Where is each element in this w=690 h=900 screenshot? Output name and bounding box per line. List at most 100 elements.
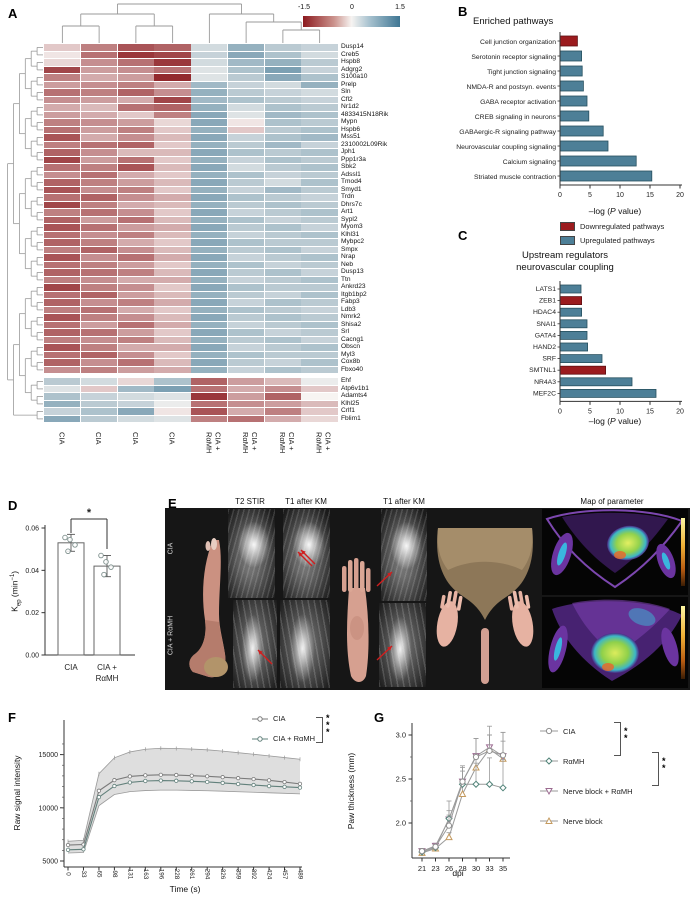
heatmap-cell xyxy=(80,141,117,149)
heatmap-cell xyxy=(44,321,81,329)
heatmap-cell xyxy=(80,179,117,186)
heatmap-cell xyxy=(301,224,338,231)
heatmap-cell xyxy=(301,201,338,209)
heatmap-cell xyxy=(154,134,191,141)
heatmap-cell xyxy=(80,231,117,239)
heatmap-cell xyxy=(227,74,264,81)
heatmap-row xyxy=(44,314,338,321)
heatmap-cell xyxy=(117,164,154,171)
heatmap-cell xyxy=(44,74,81,81)
mean-marker xyxy=(174,772,179,778)
heatmap-cell xyxy=(301,385,338,393)
heatmap-cell xyxy=(264,216,301,224)
heatmap-cell xyxy=(44,231,81,239)
heatmap-row xyxy=(44,336,338,344)
mean-marker xyxy=(96,795,102,800)
gene-label: Sypl2 xyxy=(341,215,358,223)
heatmap-cell xyxy=(117,224,154,231)
heatmap-cell xyxy=(80,336,117,344)
mean-marker xyxy=(174,778,179,783)
x-tick-label: 98 xyxy=(111,870,118,878)
heatmap-cell xyxy=(264,385,301,393)
category-label: MEF2C xyxy=(533,390,556,397)
xlabel-italic-p: P xyxy=(610,416,616,426)
heatmap-cell xyxy=(80,171,117,179)
heatmap-cell xyxy=(227,44,264,51)
heatmap-cell xyxy=(80,408,117,415)
heatmap-cell xyxy=(191,201,228,209)
heatmap-cell xyxy=(191,321,228,329)
heatmap-row xyxy=(44,329,338,336)
category-label: SMTNL1 xyxy=(529,367,556,374)
heatmap-cell xyxy=(44,201,81,209)
heatmap-cell xyxy=(117,134,154,141)
g-legend-label: Nerve block xyxy=(563,816,603,826)
heatmap-cell xyxy=(154,186,191,194)
gene-label: Ttn xyxy=(341,275,351,283)
panel-b-title: Enriched pathways xyxy=(473,16,554,27)
heatmap-cell xyxy=(191,134,228,141)
heatmap-cell xyxy=(117,239,154,246)
heatmap-cell xyxy=(191,378,228,385)
e-row-label-cia-ramh: CIA + RαMH xyxy=(167,615,175,656)
heatmap-cell xyxy=(227,314,264,321)
heatmap-cell xyxy=(44,415,81,423)
pathway-bar xyxy=(559,331,588,340)
gene-label: Nr1d2 xyxy=(341,103,359,111)
heatmap-cell xyxy=(264,291,301,299)
band-lower-edge xyxy=(67,789,301,854)
heatmap-cell xyxy=(301,400,338,408)
data-point xyxy=(62,534,68,541)
category-label: SRF xyxy=(542,356,556,363)
heatmap-cell xyxy=(191,359,228,366)
mean-marker xyxy=(96,788,102,793)
heatmap-cell xyxy=(264,141,301,149)
heatmap-cell xyxy=(264,306,301,314)
heatmap-col-label: CIA xyxy=(167,432,177,445)
heatmap-cell xyxy=(301,276,338,284)
category-label: GABAergic-R signaling pathway xyxy=(459,129,556,136)
mean-marker xyxy=(266,783,272,789)
paw-photo-dorsal xyxy=(342,558,371,682)
gene-label: Jph1 xyxy=(341,148,356,156)
g-legend-item: Nerve block xyxy=(540,806,633,836)
heatmap-cell xyxy=(191,44,228,51)
ylabel-end: ) xyxy=(9,570,20,574)
heatmap-cell xyxy=(44,59,81,66)
heatmap-cell xyxy=(227,201,264,209)
panel-a-label: A xyxy=(8,6,18,21)
heatmap-row xyxy=(44,224,338,231)
heatmap-cell xyxy=(154,119,191,126)
tick-label: 3.0 xyxy=(396,731,406,740)
heatmap-cell xyxy=(301,344,338,351)
heatmap-cell xyxy=(154,194,191,201)
mouse-illustration xyxy=(436,528,534,684)
heatmap-cell xyxy=(301,81,338,89)
map-colorbar xyxy=(681,518,685,586)
heatmap-col-label: CIA xyxy=(130,432,140,445)
heatmap-cell xyxy=(154,179,191,186)
heatmap-cell xyxy=(264,51,301,59)
legend-upregulated: Upregulated pathways xyxy=(560,236,655,245)
heatmap-cell xyxy=(301,134,338,141)
heatmap-cell xyxy=(117,408,154,415)
heatmap-cell xyxy=(264,156,301,164)
heatmap-cell xyxy=(227,186,264,194)
panel-c-title: Upstream regulators neurovascular coupli… xyxy=(460,250,670,274)
heatmap-cell xyxy=(264,408,301,415)
gene-label: Trdn xyxy=(341,193,355,201)
heatmap-cell xyxy=(117,378,154,385)
heatmap-cell xyxy=(301,66,338,74)
heatmap-cell xyxy=(44,336,81,344)
heatmap-cell xyxy=(227,385,264,393)
heatmap-cell xyxy=(117,186,154,194)
upregulated-label: Upregulated pathways xyxy=(580,236,655,245)
heatmap-cell xyxy=(80,254,117,261)
heatmap-cell xyxy=(154,141,191,149)
panel-g-xlabel: dpi xyxy=(452,868,464,878)
heatmap-cell xyxy=(301,231,338,239)
mean-marker xyxy=(220,780,225,786)
heatmap-cell xyxy=(154,276,191,284)
mouse-tail xyxy=(481,628,489,684)
heatmap-cell xyxy=(80,351,117,359)
